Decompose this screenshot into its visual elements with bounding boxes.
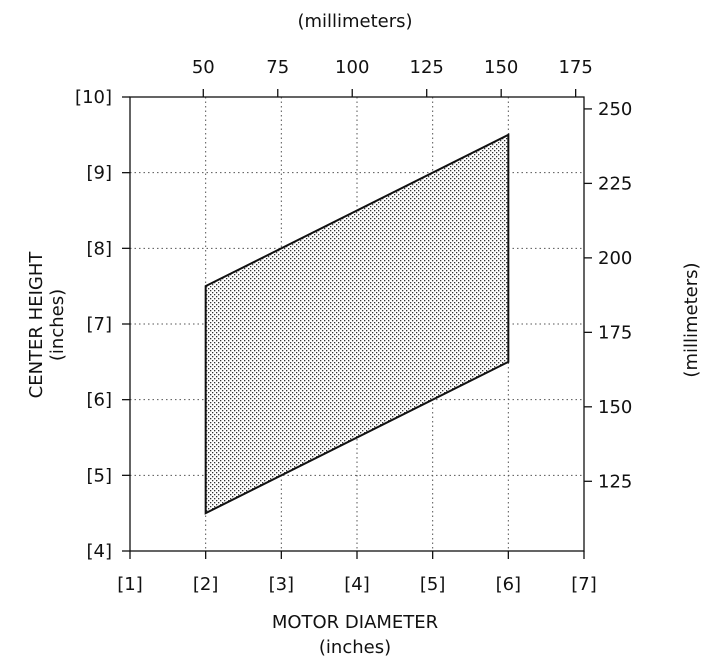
bottom-tick-label: [6] (496, 574, 522, 595)
left-axis-tick-labels: [4] [5] [6] [7] [8] [9] [10] (75, 87, 112, 562)
left-tick-label: [8] (87, 238, 113, 259)
right-tick-label: 200 (598, 248, 632, 269)
left-tick-label: [7] (87, 314, 113, 335)
left-tick-label: [9] (87, 163, 113, 184)
bottom-tick-label: [3] (269, 574, 295, 595)
top-axis-title: (millimeters) (297, 11, 412, 32)
top-tick-label: 100 (335, 57, 369, 78)
left-axis-title-line1: CENTER HEIGHT (26, 251, 47, 399)
left-tick-label: [10] (75, 87, 112, 108)
bottom-axis-tick-labels: [1] [2] [3] [4] [5] [6] [7] (117, 574, 597, 595)
right-tick-label: 125 (598, 471, 632, 492)
right-axis-tick-labels: 125 150 175 200 225 250 (598, 99, 632, 492)
right-tick-label: 225 (598, 173, 632, 194)
bottom-tick-label: [5] (420, 574, 446, 595)
bottom-tick-label: [1] (117, 574, 143, 595)
bottom-tick-label: [7] (571, 574, 597, 595)
data-region-layer (204, 133, 510, 515)
top-tick-label: 175 (558, 57, 592, 78)
top-tick-label: 150 (484, 57, 518, 78)
right-tick-label: 150 (598, 397, 632, 418)
top-tick-label: 125 (410, 57, 444, 78)
left-tick-label: [6] (87, 390, 113, 411)
left-tick-label: [4] (87, 541, 113, 562)
right-tick-label: 175 (598, 322, 632, 343)
tick-marks (122, 89, 592, 559)
bottom-axis-title-line2: (inches) (319, 637, 391, 658)
top-axis-tick-labels: 50 75 100 125 150 175 (192, 57, 593, 78)
left-tick-label: [5] (87, 465, 113, 486)
right-axis-title: (millimeters) (681, 262, 702, 377)
bottom-axis-title-line1: MOTOR DIAMETER (272, 612, 438, 633)
bottom-tick-label: [4] (344, 574, 370, 595)
bottom-tick-label: [2] (193, 574, 219, 595)
top-tick-label: 75 (266, 57, 289, 78)
left-axis-title-line2: (inches) (47, 289, 68, 361)
right-tick-label: 250 (598, 99, 632, 120)
top-tick-label: 50 (192, 57, 215, 78)
size-range-region (204, 133, 510, 515)
